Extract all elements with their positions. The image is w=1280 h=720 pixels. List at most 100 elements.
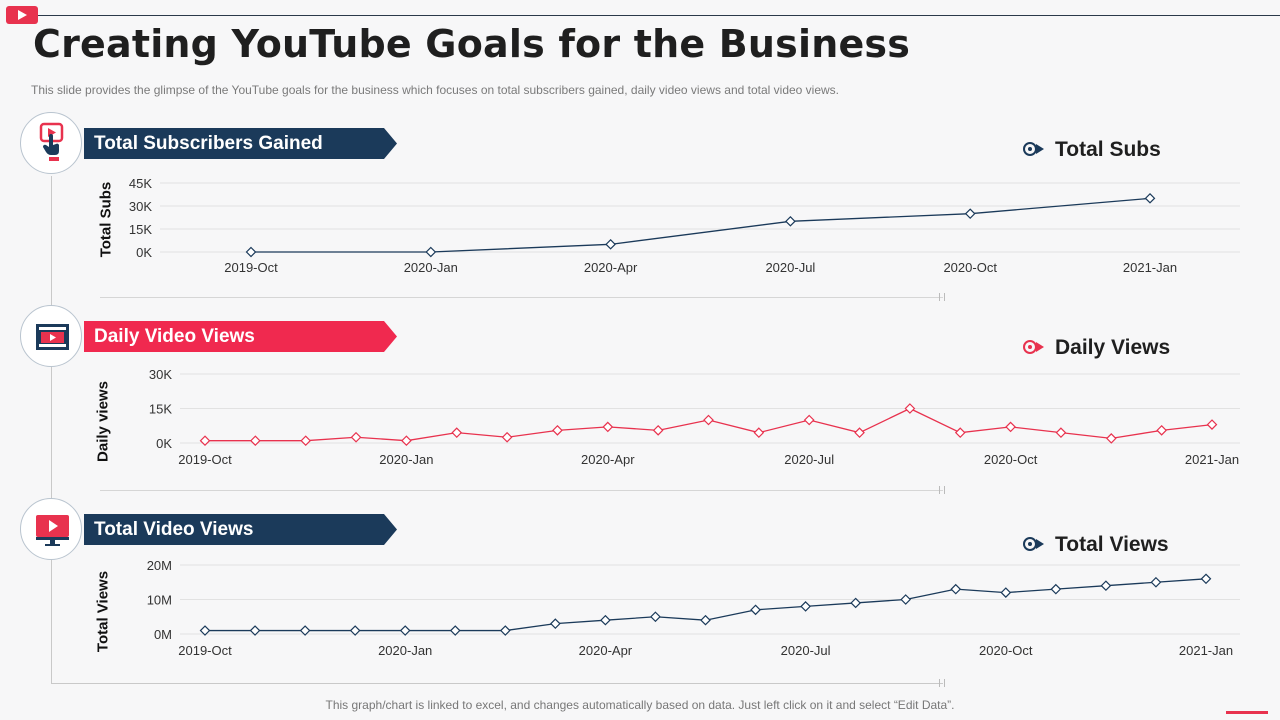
separator-tick: [939, 486, 945, 494]
x-tick-label: 2020-Oct: [943, 260, 997, 275]
data-point: [602, 421, 614, 433]
video-film-icon: [20, 305, 82, 367]
legend-total-views: Total Views: [1023, 533, 1169, 557]
data-point: [1206, 419, 1218, 430]
y-tick-label: 45K: [129, 176, 152, 191]
data-point: [850, 597, 861, 609]
x-tick-label: 2021-Jan: [1179, 643, 1233, 658]
data-point: [299, 625, 311, 636]
data-point: [1055, 427, 1067, 438]
data-point: [1050, 583, 1062, 595]
data-point: [1150, 576, 1162, 588]
legend-marker-icon: [1023, 340, 1044, 354]
data-point: [199, 435, 211, 447]
data-point: [449, 625, 461, 636]
data-point: [605, 238, 616, 250]
data-point: [245, 246, 257, 258]
y-tick-label: 0K: [156, 436, 172, 451]
data-point: [904, 403, 916, 414]
section-banner-daily-views: Daily Video Views: [84, 321, 397, 352]
data-point: [499, 625, 511, 636]
data-point: [1144, 192, 1156, 204]
y-tick-label: 30K: [149, 367, 172, 382]
section-separator: [100, 297, 943, 298]
data-point: [1156, 425, 1167, 436]
header-rule: [38, 15, 1280, 16]
x-tick-label: 2019-Oct: [178, 643, 232, 658]
data-point: [501, 431, 513, 443]
x-tick-label: 2020-Jul: [781, 643, 831, 658]
data-point: [550, 618, 561, 629]
x-tick-label: 2021-Jan: [1185, 452, 1239, 467]
separator-tick: [939, 293, 945, 301]
y-tick-label: 0K: [136, 245, 152, 260]
y-tick-label: 15K: [129, 222, 152, 237]
x-tick-label: 2020-Jul: [765, 260, 815, 275]
corner-accent: [1226, 711, 1268, 714]
data-point: [964, 208, 976, 220]
x-tick-label: 2020-Apr: [584, 260, 638, 275]
data-point: [451, 427, 463, 438]
frame-bottom-line: [51, 683, 943, 684]
separator-tick: [939, 679, 945, 687]
y-tick-label: 0M: [154, 627, 172, 642]
legend-label: Total Views: [1055, 533, 1169, 556]
data-point: [703, 414, 714, 426]
legend-daily-views: Daily Views: [1023, 336, 1171, 360]
data-point: [650, 611, 661, 623]
data-point: [552, 425, 563, 436]
data-point: [753, 427, 765, 438]
data-point: [399, 625, 411, 636]
data-point: [854, 427, 865, 438]
data-point: [1200, 573, 1212, 585]
data-point: [900, 594, 912, 605]
data-point: [199, 625, 211, 636]
x-tick-label: 2019-Oct: [178, 452, 232, 467]
x-tick-label: 2020-Apr: [579, 643, 633, 658]
y-tick-label: 10M: [147, 593, 172, 608]
footer-note: This graph/chart is linked to excel, and…: [325, 698, 955, 712]
legend-total-subs: Total Subs: [1023, 138, 1161, 162]
data-point: [1105, 433, 1117, 444]
data-point: [950, 583, 962, 595]
legend-label: Daily Views: [1055, 336, 1171, 359]
x-tick-label: 2021-Jan: [1123, 260, 1177, 275]
data-point: [1100, 580, 1112, 592]
subscribe-click-icon: [20, 112, 82, 174]
youtube-logo-icon: [6, 6, 38, 24]
data-point: [800, 601, 811, 612]
x-tick-label: 2020-Apr: [581, 452, 635, 467]
data-point: [803, 414, 815, 426]
data-point: [954, 427, 966, 438]
x-tick-label: 2020-Jan: [404, 260, 458, 275]
data-point: [750, 604, 761, 616]
page-title: Creating YouTube Goals for the Business: [33, 22, 911, 66]
x-tick-label: 2020-Jan: [378, 643, 432, 658]
data-point: [600, 614, 611, 626]
page-subtitle: This slide provides the glimpse of the Y…: [31, 83, 840, 97]
x-tick-label: 2020-Oct: [984, 452, 1038, 467]
data-point: [700, 614, 711, 626]
x-tick-label: 2020-Jan: [379, 452, 433, 467]
y-tick-label: 15K: [149, 402, 172, 417]
data-point: [1005, 421, 1016, 433]
section-banner-subscribers: Total Subscribers Gained: [84, 128, 397, 159]
section-separator: [100, 490, 943, 491]
legend-label: Total Subs: [1055, 138, 1161, 161]
data-point: [652, 425, 664, 436]
y-tick-label: 30K: [129, 199, 152, 214]
frame-vertical-line: [51, 176, 52, 684]
x-tick-label: 2020-Jul: [784, 452, 834, 467]
y-tick-label: 20M: [147, 558, 172, 573]
data-point: [350, 431, 362, 443]
x-tick-label: 2020-Oct: [979, 643, 1033, 658]
data-point: [401, 435, 412, 447]
series-line: [251, 197, 1151, 253]
data-point: [249, 625, 261, 636]
monitor-play-icon: [20, 498, 82, 560]
x-tick-label: 2019-Oct: [224, 260, 278, 275]
legend-marker-icon: [1023, 537, 1044, 551]
legend-marker-icon: [1023, 142, 1044, 156]
data-point: [785, 215, 796, 227]
